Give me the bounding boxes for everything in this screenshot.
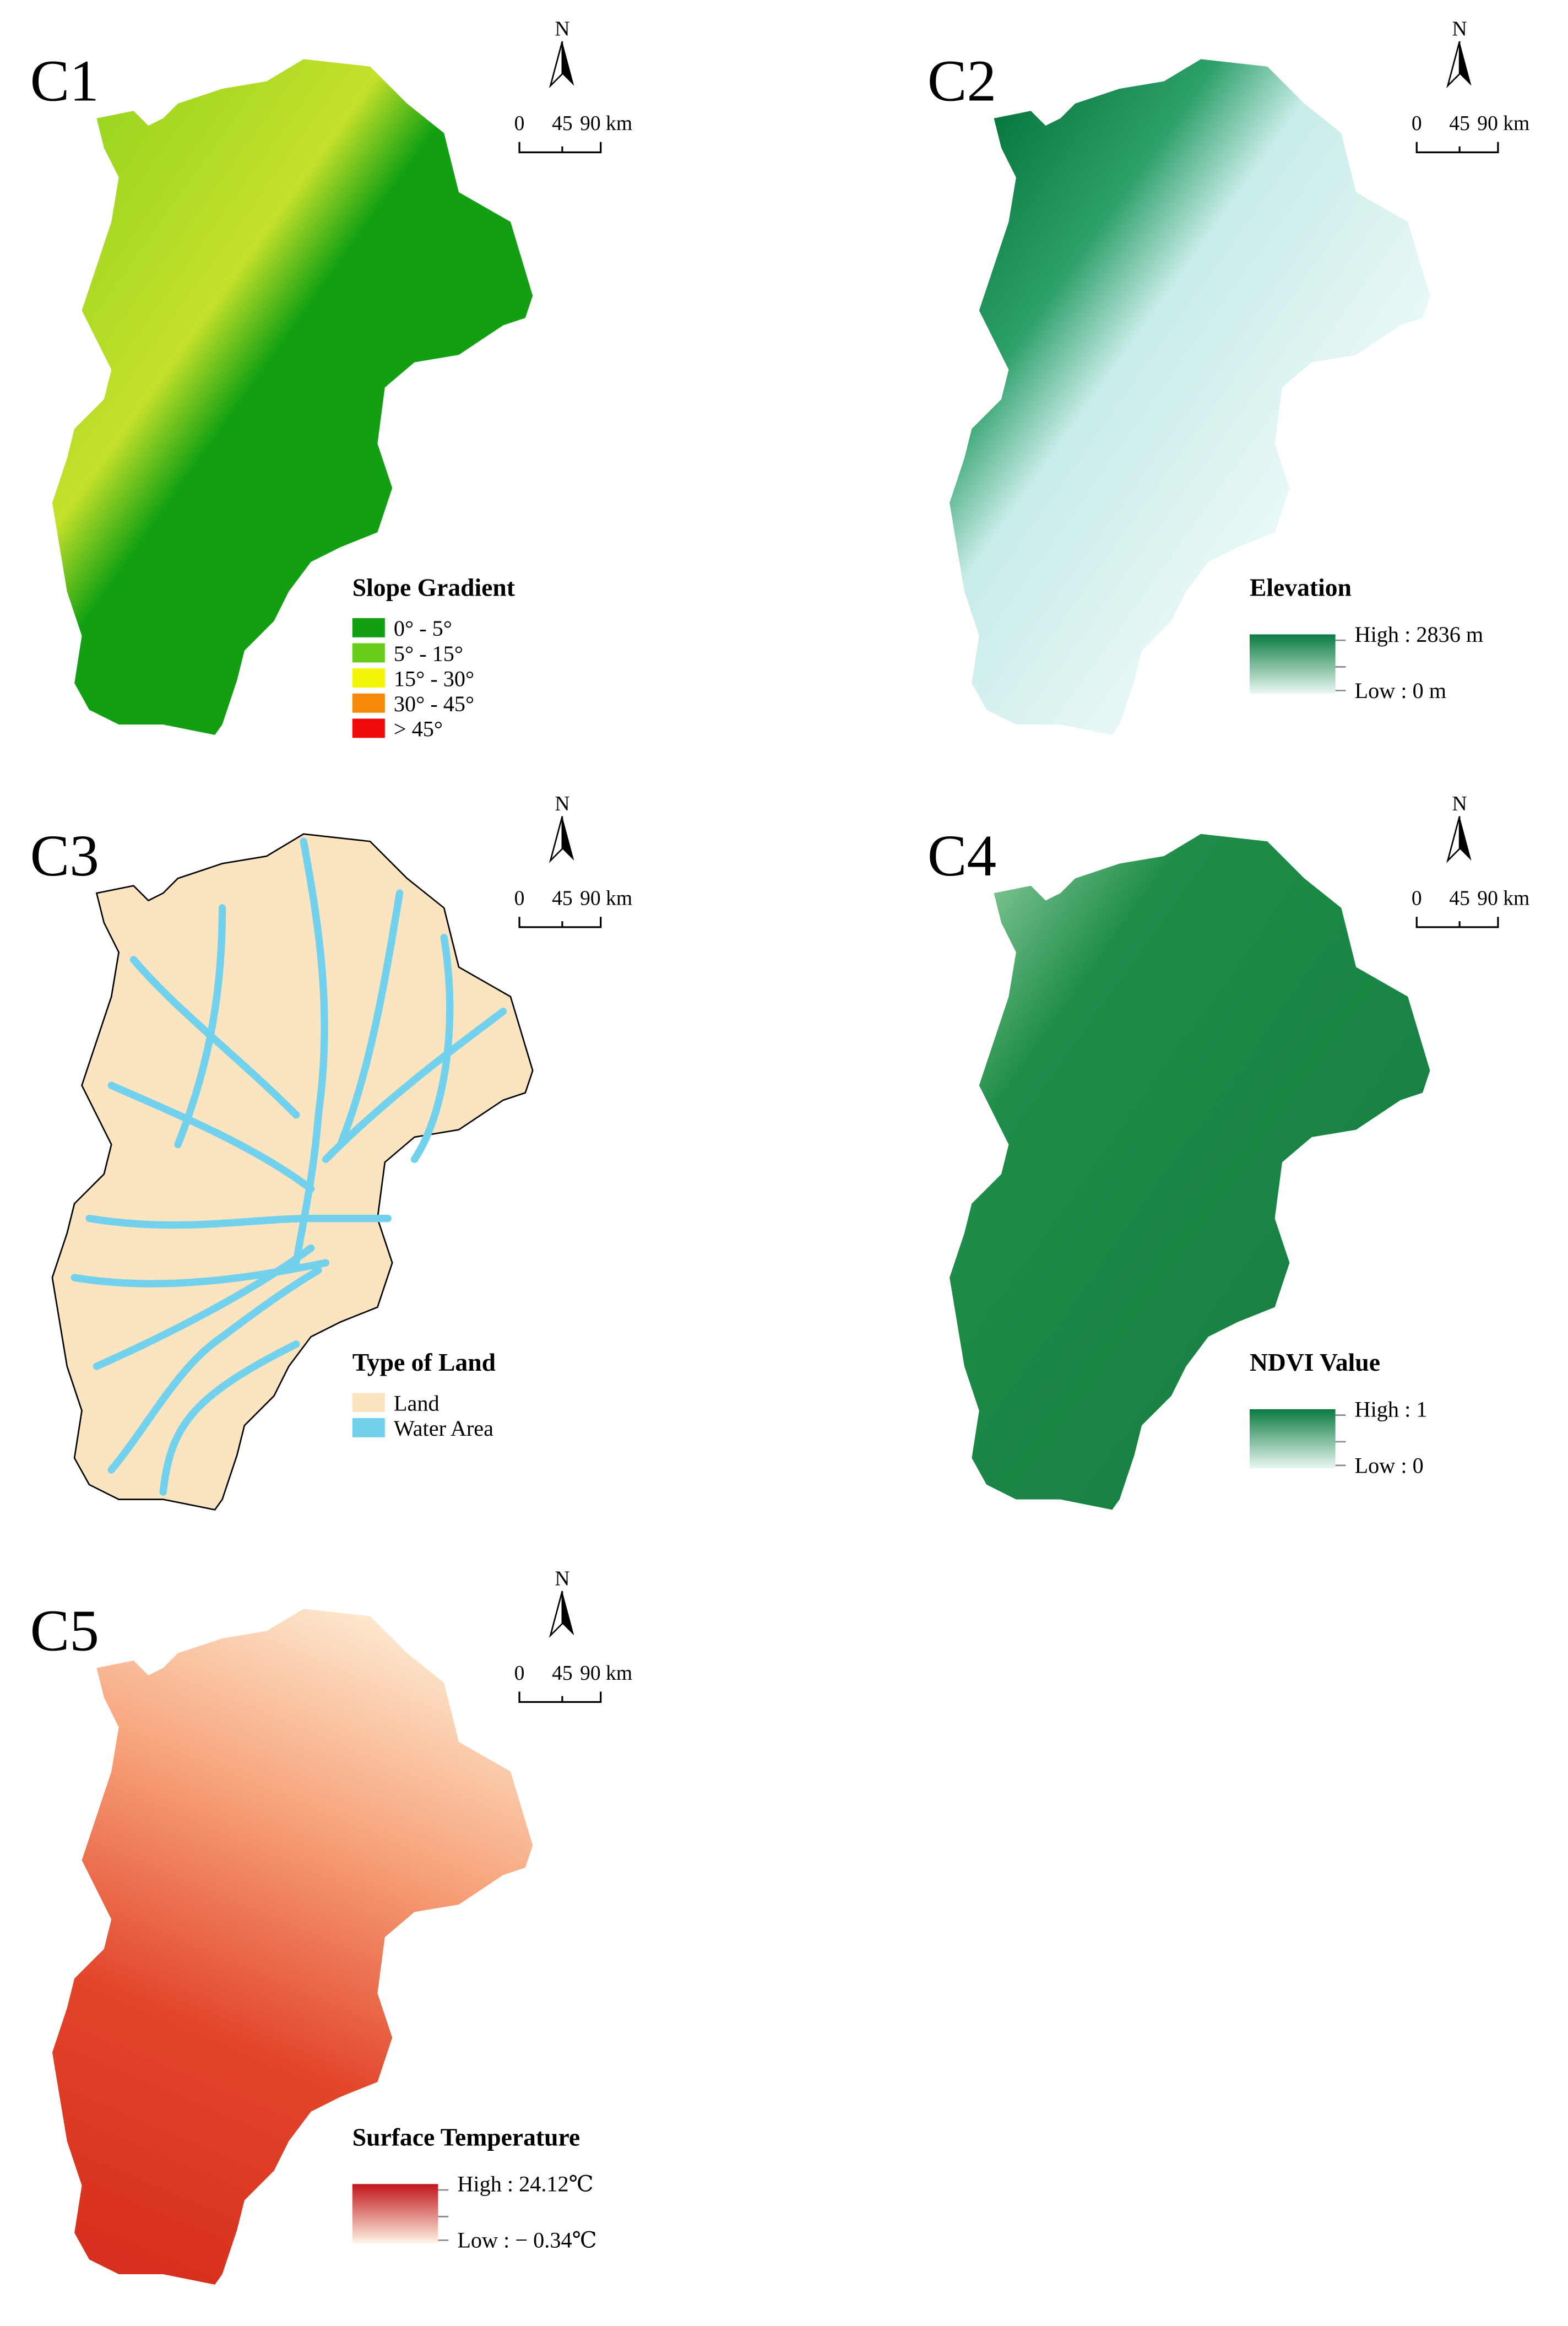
legend-swatch: [352, 693, 385, 713]
panel-label: C5: [30, 1598, 99, 1663]
scale-bar: [518, 1691, 602, 1703]
scale-label: 0: [514, 112, 525, 135]
north-label: N: [1452, 793, 1467, 815]
legend-low: Low : − 0.34℃: [457, 2228, 596, 2253]
legend-label: 15° - 30°: [394, 666, 474, 691]
panel-label: C1: [30, 48, 99, 114]
legend-label: 30° - 45°: [394, 691, 474, 716]
scale-label: 90 km: [580, 888, 632, 910]
scale-label: 45: [552, 112, 573, 135]
legend-title: Surface Temperature: [352, 2123, 580, 2151]
region-map: [52, 59, 533, 735]
legend-title: Elevation: [1250, 574, 1352, 602]
north-arrow-fill: [562, 1591, 574, 1636]
scale-label: 0: [514, 888, 525, 910]
north-arrow: [1446, 41, 1461, 89]
panel-label: C4: [927, 823, 996, 889]
scale-label: 90 km: [580, 112, 632, 135]
legend-label: 0° - 5°: [394, 616, 452, 641]
legend-swatch: [352, 668, 385, 688]
legend-title: NDVI Value: [1250, 1348, 1380, 1376]
north-arrow-fill: [1460, 41, 1472, 86]
scale-label: 45: [1449, 888, 1470, 910]
north-label: N: [555, 1567, 569, 1590]
north-label: N: [555, 18, 569, 40]
north-arrow: [549, 1591, 563, 1638]
scale-label: 90 km: [1477, 888, 1529, 910]
legend-low: Low : 0: [1355, 1453, 1424, 1478]
north-arrow: [549, 41, 563, 89]
scale-label: 45: [552, 1662, 573, 1685]
legend-label: 5° - 15°: [394, 641, 463, 666]
north-label: N: [1452, 18, 1467, 40]
legend-low: Low : 0 m: [1355, 678, 1447, 703]
scale-label: 90 km: [1477, 112, 1529, 135]
legend-high: High : 2836 m: [1355, 622, 1484, 647]
legend-ramp: [1249, 634, 1336, 694]
north-label: N: [555, 793, 569, 815]
scale-label: 0: [1412, 888, 1422, 910]
legend-ramp: [1249, 1409, 1336, 1469]
north-arrow: [1446, 816, 1461, 863]
panel-label: C2: [927, 48, 996, 114]
legend-high: High : 1: [1355, 1397, 1428, 1421]
legend-swatch: [352, 1418, 385, 1437]
legend-label: Land: [394, 1391, 440, 1416]
scale-bar: [1415, 917, 1499, 928]
north-arrow-fill: [562, 816, 574, 861]
legend-high: High : 24.12℃: [457, 2172, 593, 2197]
north-arrow-fill: [1460, 816, 1472, 861]
legend-swatch: [352, 618, 385, 637]
legend-swatch: [352, 1393, 385, 1413]
north-arrow-fill: [562, 41, 574, 86]
legend-ticks: [438, 2189, 449, 2241]
legend-ticks: [1335, 639, 1346, 691]
scale-bar: [1415, 142, 1499, 154]
panel-label: C3: [30, 823, 99, 889]
legend-title: Type of Land: [352, 1348, 496, 1376]
scale-label: 45: [552, 888, 573, 910]
scale-label: 0: [1412, 112, 1422, 135]
legend-label: > 45°: [394, 717, 443, 742]
north-arrow: [549, 816, 563, 863]
legend-ramp: [352, 2184, 438, 2243]
scale-label: 0: [514, 1662, 525, 1685]
legend-swatch: [352, 718, 385, 738]
legend-ticks: [1335, 1414, 1346, 1467]
scale-label: 45: [1449, 112, 1470, 135]
map-panel: C5 N 0 45 90 km Surface Temperature High : 24.…: [30, 1567, 632, 2285]
scale-bar: [518, 917, 602, 928]
scale-bar: [518, 142, 602, 154]
map-panel: C4 N 0 45 90 km NDVI Value High : 1 Low : 0: [927, 793, 1529, 1510]
legend-title: Slope Gradient: [352, 574, 515, 602]
map-panel: C1 N 0 45 90 km Slope Gradient 0° - 5°5° - 15°…: [30, 18, 632, 741]
legend-label: Water Area: [394, 1416, 493, 1441]
legend-swatch: [352, 643, 385, 663]
scale-label: 90 km: [580, 1662, 632, 1685]
